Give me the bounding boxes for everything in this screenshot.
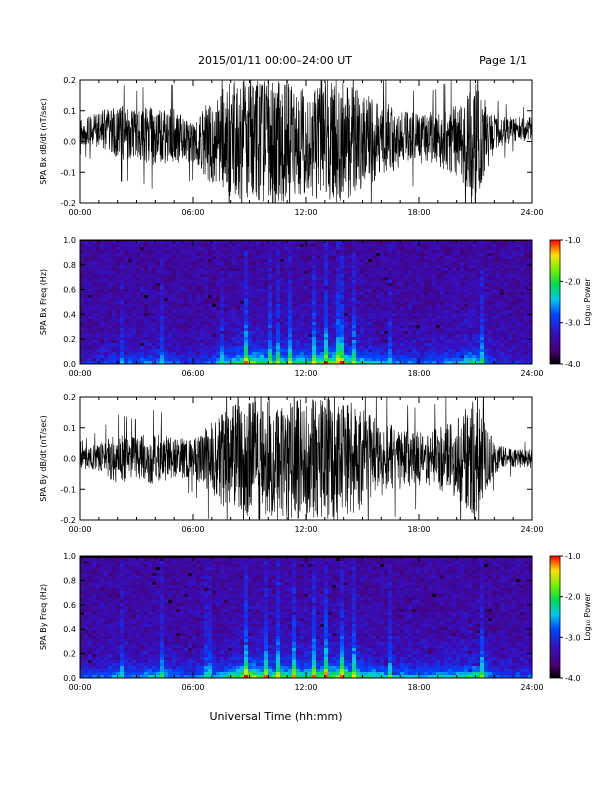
x-tick-label: 06:00 bbox=[181, 208, 204, 217]
x-tick-label: 12:00 bbox=[294, 208, 317, 217]
y-tick-label: 1.0 bbox=[63, 236, 76, 245]
panels: -0.2 -0.1 0.0 0.1 0.2 SPA Bx dB/dt (nT/sec) 00… bbox=[39, 76, 592, 692]
panel-2: -1.0 -2.0 -3.0 -4.0 Log₁₀ Power 0.0 0.2 0.4 0.6 0… bbox=[39, 236, 592, 378]
x-tick-label: 00:00 bbox=[68, 683, 91, 692]
colorbar-label: Log₁₀ Power bbox=[583, 278, 592, 326]
x-tick-label: 00:00 bbox=[68, 369, 91, 378]
x-tick-label: 06:00 bbox=[181, 683, 204, 692]
y-axis-label: SPA By dB/dt (nT/sec) bbox=[39, 415, 48, 502]
y-tick-label: -0.2 bbox=[60, 199, 76, 208]
y-tick-label: 0.2 bbox=[63, 393, 76, 402]
waveform-line bbox=[80, 80, 532, 203]
y-tick-label: 0.8 bbox=[63, 576, 76, 585]
panel-3: -0.2 -0.1 0.0 0.1 0.2 SPA By dB/dt (nT/sec) 00… bbox=[39, 393, 544, 534]
y-tick-label: -0.1 bbox=[60, 485, 76, 494]
y-tick-label: 0.8 bbox=[63, 261, 76, 270]
x-tick-label: 12:00 bbox=[294, 369, 317, 378]
y-tick-label: -0.1 bbox=[60, 168, 76, 177]
colorbar: -1.0 -2.0 -3.0 -4.0 Log₁₀ Power bbox=[549, 552, 592, 683]
y-tick-label: 0.2 bbox=[63, 76, 76, 85]
colorbar-tick-label: -4.0 bbox=[565, 674, 581, 683]
y-tick-label: 0.0 bbox=[63, 674, 76, 683]
panel-4: -1.0 -2.0 -3.0 -4.0 Log₁₀ Power 0.0 0.2 0.4 0.6 0… bbox=[39, 552, 592, 692]
waveform-line bbox=[80, 397, 532, 520]
panel-1: -0.2 -0.1 0.0 0.1 0.2 SPA Bx dB/dt (nT/sec) 00… bbox=[39, 76, 544, 217]
colorbar-tick-label: -2.0 bbox=[565, 277, 581, 286]
x-tick-label: 06:00 bbox=[181, 369, 204, 378]
y-tick-label: 0.0 bbox=[63, 455, 76, 464]
y-tick-label: 0.4 bbox=[63, 625, 76, 634]
x-tick-label: 00:00 bbox=[68, 525, 91, 534]
colorbar-tick-label: -3.0 bbox=[565, 633, 581, 642]
y-tick-label: -0.2 bbox=[60, 516, 76, 525]
x-axis-title: Universal Time (hh:mm) bbox=[210, 710, 343, 723]
x-tick-label: 18:00 bbox=[407, 208, 430, 217]
page-indicator: Page 1/1 bbox=[479, 54, 527, 67]
x-tick-label: 24:00 bbox=[520, 208, 543, 217]
colorbar-tick-label: -3.0 bbox=[565, 319, 581, 328]
x-tick-label: 12:00 bbox=[294, 683, 317, 692]
y-axis-label: SPA By Freq (Hz) bbox=[39, 584, 48, 650]
figure-title: 2015/01/11 00:00–24:00 UT bbox=[198, 54, 352, 67]
y-tick-label: 1.0 bbox=[63, 552, 76, 561]
y-axis-label: SPA Bx dB/dt (nT/sec) bbox=[39, 98, 48, 185]
colorbar-tick-label: -4.0 bbox=[565, 360, 581, 369]
colorbar-scale bbox=[549, 555, 561, 679]
y-tick-label: 0.1 bbox=[63, 107, 76, 116]
colorbar-tick-label: -2.0 bbox=[565, 593, 581, 602]
colorbar: -1.0 -2.0 -3.0 -4.0 Log₁₀ Power bbox=[549, 236, 592, 369]
x-tick-label: 18:00 bbox=[407, 683, 430, 692]
y-tick-label: 0.4 bbox=[63, 310, 76, 319]
colorbar-tick-label: -1.0 bbox=[565, 236, 581, 245]
y-tick-label: 0.6 bbox=[63, 601, 76, 610]
x-tick-label: 18:00 bbox=[407, 525, 430, 534]
x-tick-label: 06:00 bbox=[181, 525, 204, 534]
x-tick-label: 12:00 bbox=[294, 525, 317, 534]
x-tick-label: 00:00 bbox=[68, 208, 91, 217]
y-tick-label: 0.6 bbox=[63, 286, 76, 295]
spectrogram-image bbox=[80, 241, 532, 364]
y-tick-label: 0.0 bbox=[63, 360, 76, 369]
x-tick-label: 24:00 bbox=[520, 525, 543, 534]
x-tick-label: 18:00 bbox=[407, 369, 430, 378]
y-axis-label: SPA Bx Freq (Hz) bbox=[39, 269, 48, 335]
spectrogram-image bbox=[80, 558, 532, 678]
x-tick-label: 24:00 bbox=[520, 369, 543, 378]
x-tick-label: 24:00 bbox=[520, 683, 543, 692]
colorbar-scale bbox=[549, 239, 561, 365]
colorbar-label: Log₁₀ Power bbox=[583, 593, 592, 641]
y-tick-label: 0.0 bbox=[63, 138, 76, 147]
y-tick-label: 0.2 bbox=[63, 335, 76, 344]
colorbar-tick-label: -1.0 bbox=[565, 552, 581, 561]
y-tick-label: 0.1 bbox=[63, 424, 76, 433]
y-tick-label: 0.2 bbox=[63, 650, 76, 659]
